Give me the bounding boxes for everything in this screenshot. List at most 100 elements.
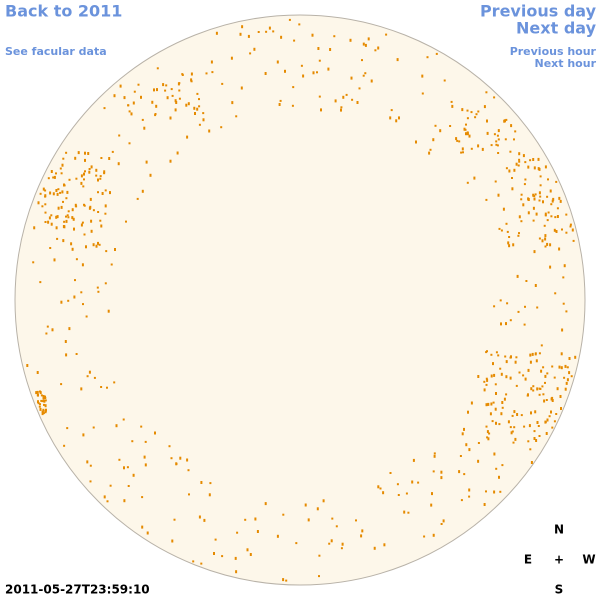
facula xyxy=(550,397,553,401)
previous-day-link[interactable]: Previous day xyxy=(480,2,597,21)
facula xyxy=(55,226,58,230)
facula xyxy=(565,381,568,385)
facula xyxy=(97,241,99,245)
facula xyxy=(432,138,435,142)
facula xyxy=(486,430,489,434)
facula xyxy=(489,412,492,416)
facula xyxy=(530,411,532,415)
facula xyxy=(532,193,535,197)
back-link[interactable]: Back to 2011 xyxy=(5,2,122,21)
facula xyxy=(520,198,523,201)
facula xyxy=(317,47,320,50)
facula xyxy=(154,431,156,435)
facula xyxy=(44,404,47,408)
facula xyxy=(430,503,433,507)
facula xyxy=(169,159,172,163)
facula xyxy=(494,407,497,411)
facula xyxy=(37,402,40,405)
facula xyxy=(89,480,92,483)
facula xyxy=(265,30,268,33)
facula xyxy=(513,410,516,414)
facula xyxy=(140,425,143,428)
facula xyxy=(97,290,100,293)
facula xyxy=(55,215,58,219)
facula xyxy=(432,470,435,473)
facula xyxy=(558,365,561,369)
facula xyxy=(137,83,140,86)
facula xyxy=(568,371,571,375)
facula xyxy=(293,39,296,42)
facula xyxy=(141,189,144,193)
facula xyxy=(463,427,465,431)
facula xyxy=(529,448,532,451)
facula xyxy=(44,221,47,223)
facula xyxy=(329,48,332,51)
facula xyxy=(509,356,512,359)
facula xyxy=(56,215,59,219)
facula xyxy=(215,31,218,35)
facula xyxy=(118,134,121,137)
facula xyxy=(44,399,47,402)
facula xyxy=(60,383,63,386)
facula xyxy=(518,152,521,156)
facula xyxy=(80,181,83,185)
facula xyxy=(198,123,201,126)
facula xyxy=(501,401,504,404)
facula xyxy=(140,95,142,99)
facular-link[interactable]: See facular data xyxy=(5,45,107,58)
facula xyxy=(511,177,513,179)
next-day-link[interactable]: Next day xyxy=(516,19,597,38)
facula xyxy=(128,142,131,145)
facula xyxy=(282,513,285,516)
facula xyxy=(67,216,70,219)
facula xyxy=(517,164,520,167)
facula xyxy=(264,502,267,506)
next-hour-link[interactable]: Next hour xyxy=(535,57,597,70)
facula xyxy=(466,131,469,134)
facula xyxy=(535,212,538,216)
facula xyxy=(97,211,100,213)
facula xyxy=(522,374,525,377)
facula xyxy=(560,352,563,356)
previous-hour-link[interactable]: Previous hour xyxy=(510,45,597,58)
facula xyxy=(364,43,367,47)
facula xyxy=(465,132,467,136)
facula xyxy=(466,117,469,120)
facula xyxy=(507,420,510,424)
facula xyxy=(473,176,476,180)
facula xyxy=(90,229,93,233)
facula xyxy=(468,488,471,492)
facula xyxy=(239,32,242,36)
facula xyxy=(90,219,93,223)
facula xyxy=(83,178,85,181)
facula xyxy=(493,133,496,136)
facula xyxy=(340,547,343,550)
facula xyxy=(193,106,196,110)
facula xyxy=(342,95,345,99)
facula xyxy=(534,353,537,356)
facula xyxy=(493,452,496,456)
facula xyxy=(533,197,536,201)
facula xyxy=(68,327,71,331)
facula xyxy=(123,499,126,503)
facula xyxy=(487,437,490,441)
compass-west: W xyxy=(582,553,595,567)
facula xyxy=(536,387,539,391)
facula xyxy=(173,518,176,521)
facula xyxy=(474,116,477,119)
facula xyxy=(495,392,497,395)
facula xyxy=(51,328,54,332)
facula xyxy=(33,226,36,230)
facula xyxy=(512,441,515,444)
facula xyxy=(211,71,214,74)
facula xyxy=(128,110,131,113)
facula xyxy=(497,129,500,133)
facula xyxy=(45,332,48,335)
facula xyxy=(428,151,431,155)
facula xyxy=(221,555,224,558)
facula xyxy=(97,178,99,182)
facula xyxy=(141,496,144,499)
facula xyxy=(56,237,59,240)
facula xyxy=(154,114,157,117)
facula xyxy=(186,135,189,139)
